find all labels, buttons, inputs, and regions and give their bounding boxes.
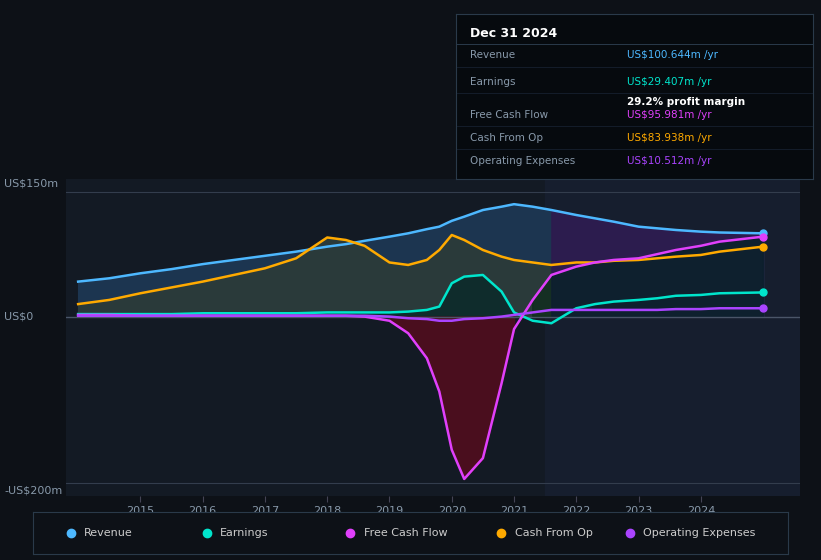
- Text: Free Cash Flow: Free Cash Flow: [364, 529, 447, 538]
- Text: Operating Expenses: Operating Expenses: [643, 529, 755, 538]
- Text: Revenue: Revenue: [85, 529, 133, 538]
- Bar: [545, 179, 800, 496]
- Text: US$29.407m /yr: US$29.407m /yr: [627, 77, 712, 87]
- Text: Cash From Op: Cash From Op: [515, 529, 593, 538]
- Text: Earnings: Earnings: [470, 77, 516, 87]
- Text: Earnings: Earnings: [220, 529, 268, 538]
- Text: US$150m: US$150m: [4, 179, 58, 189]
- Text: Dec 31 2024: Dec 31 2024: [470, 27, 557, 40]
- Text: -US$200m: -US$200m: [4, 486, 62, 496]
- Text: US$0: US$0: [4, 311, 34, 321]
- Text: 29.2% profit margin: 29.2% profit margin: [627, 97, 745, 106]
- Text: Revenue: Revenue: [470, 50, 515, 60]
- Text: US$95.981m /yr: US$95.981m /yr: [627, 110, 712, 120]
- Text: Cash From Op: Cash From Op: [470, 133, 543, 143]
- Text: US$10.512m /yr: US$10.512m /yr: [627, 156, 712, 166]
- Text: US$100.644m /yr: US$100.644m /yr: [627, 50, 718, 60]
- Text: Free Cash Flow: Free Cash Flow: [470, 110, 548, 120]
- Text: US$83.938m /yr: US$83.938m /yr: [627, 133, 712, 143]
- Text: Operating Expenses: Operating Expenses: [470, 156, 576, 166]
